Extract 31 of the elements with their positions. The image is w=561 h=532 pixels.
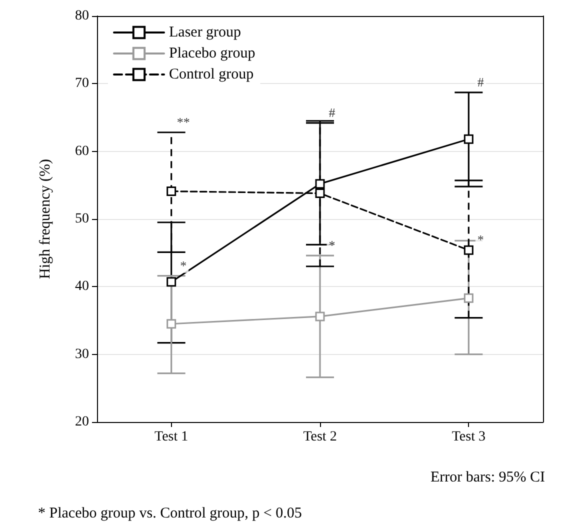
- legend-label: Laser group: [169, 24, 242, 40]
- point: [464, 245, 474, 255]
- text: * Placebo group vs. Control group, p < 0.05: [38, 506, 302, 522]
- point: [464, 293, 474, 303]
- legend-label: Control group: [169, 66, 254, 82]
- y-tick-label: 30: [75, 346, 89, 362]
- y-tick-label: 20: [75, 414, 89, 430]
- point: [166, 277, 176, 287]
- annotation: **: [176, 114, 190, 130]
- x-tick-label: Test 2: [303, 430, 337, 444]
- point: [166, 186, 176, 196]
- annotation: *: [180, 258, 187, 273]
- text: Error bars: 95% CI: [430, 470, 546, 486]
- annotation: *: [477, 232, 484, 248]
- y-tick-label: 80: [75, 8, 89, 24]
- point: [315, 179, 325, 189]
- y-tick-label: 50: [75, 212, 89, 226]
- point: [315, 312, 325, 322]
- y-tick-label: 70: [75, 76, 89, 92]
- x-tick-label: Test 3: [452, 430, 486, 444]
- annotation: #: [328, 104, 336, 120]
- annotation: #: [477, 74, 484, 90]
- annotation: *: [328, 238, 336, 253]
- point: [315, 188, 325, 198]
- y-tick-label: 40: [75, 279, 89, 294]
- x-tick-label: Test 1: [154, 430, 188, 444]
- y-axis-title: High frequency (%): [38, 159, 54, 279]
- point: [464, 134, 474, 144]
- y-tick-label: 60: [75, 144, 89, 159]
- point: [166, 319, 176, 329]
- legend-label: Placebo group: [169, 46, 256, 62]
